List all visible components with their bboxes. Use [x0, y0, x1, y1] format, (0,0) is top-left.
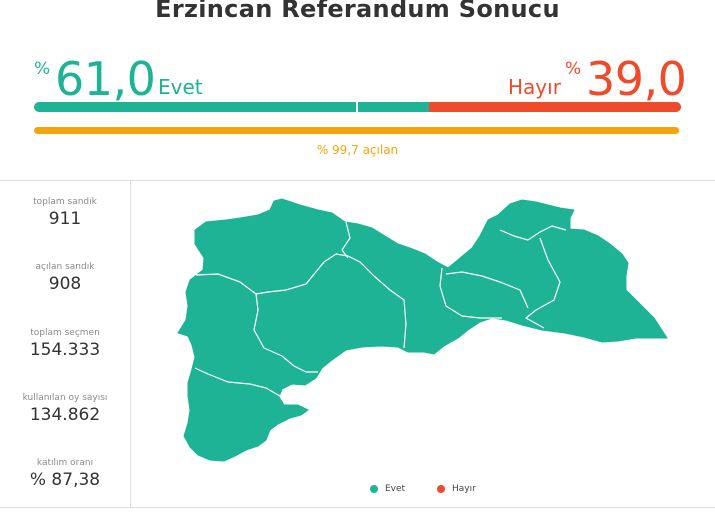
legend-label: Evet [385, 484, 406, 494]
stat-label: açılan sandık [35, 262, 95, 272]
no-percent-value: 39,0 [586, 52, 687, 106]
district-border [255, 253, 349, 295]
district-border [195, 273, 257, 295]
yes-label: Evet [158, 75, 203, 99]
stat-total-voters: toplam seçmen 154.333 [0, 327, 130, 360]
legend-label: Hayır [452, 484, 476, 494]
page-title: Erzincan Referandum Sonucu [155, 0, 560, 23]
district-border [499, 225, 567, 241]
province-outline [177, 198, 668, 462]
stat-value: % 87,38 [29, 470, 101, 490]
district-border [347, 255, 407, 349]
province-map [177, 198, 668, 462]
stat-label: katılım oranı [36, 458, 94, 468]
result-bar-no-segment [428, 102, 681, 112]
district-border [525, 237, 561, 329]
stat-label: kullanılan oy sayısı [22, 393, 108, 403]
district-border [445, 271, 529, 309]
opened-progress-fill [34, 127, 680, 134]
district-border [194, 367, 281, 397]
divider-bottom [0, 507, 715, 508]
legend-item-yes: Evet [370, 484, 405, 494]
yes-percent-sign: % [34, 59, 51, 79]
district-border [253, 293, 318, 373]
result-bar [34, 102, 681, 112]
stat-value: 908 [48, 274, 82, 294]
district-border [439, 267, 502, 319]
no-percent-sign: % [565, 59, 582, 79]
stat-value: 911 [48, 209, 82, 229]
yes-percent-value: 61,0 [55, 52, 156, 106]
stat-value: 134.862 [29, 405, 101, 425]
opened-progress-bar [34, 127, 681, 134]
legend-dot-yes [370, 485, 378, 493]
result-bar-midpoint [356, 102, 358, 112]
no-label: Hayır [508, 75, 561, 99]
stat-total-ballot-boxes: toplam sandık 911 [0, 196, 130, 229]
divider-vertical [130, 181, 131, 507]
opened-percent-text: % 99,7 açılan [316, 143, 399, 157]
district-border [341, 221, 351, 259]
divider-top [0, 180, 715, 181]
stat-label: toplam seçmen [30, 328, 100, 338]
stat-label: toplam sandık [33, 197, 97, 207]
stat-turnout: katılım oranı % 87,38 [0, 457, 130, 490]
legend-item-no: Hayır [437, 484, 476, 494]
stat-value: 154.333 [29, 340, 101, 360]
stat-opened-ballot-boxes: açılan sandık 908 [0, 261, 130, 294]
stat-votes-cast: kullanılan oy sayısı 134.862 [0, 392, 130, 425]
legend-dot-no [437, 485, 445, 493]
